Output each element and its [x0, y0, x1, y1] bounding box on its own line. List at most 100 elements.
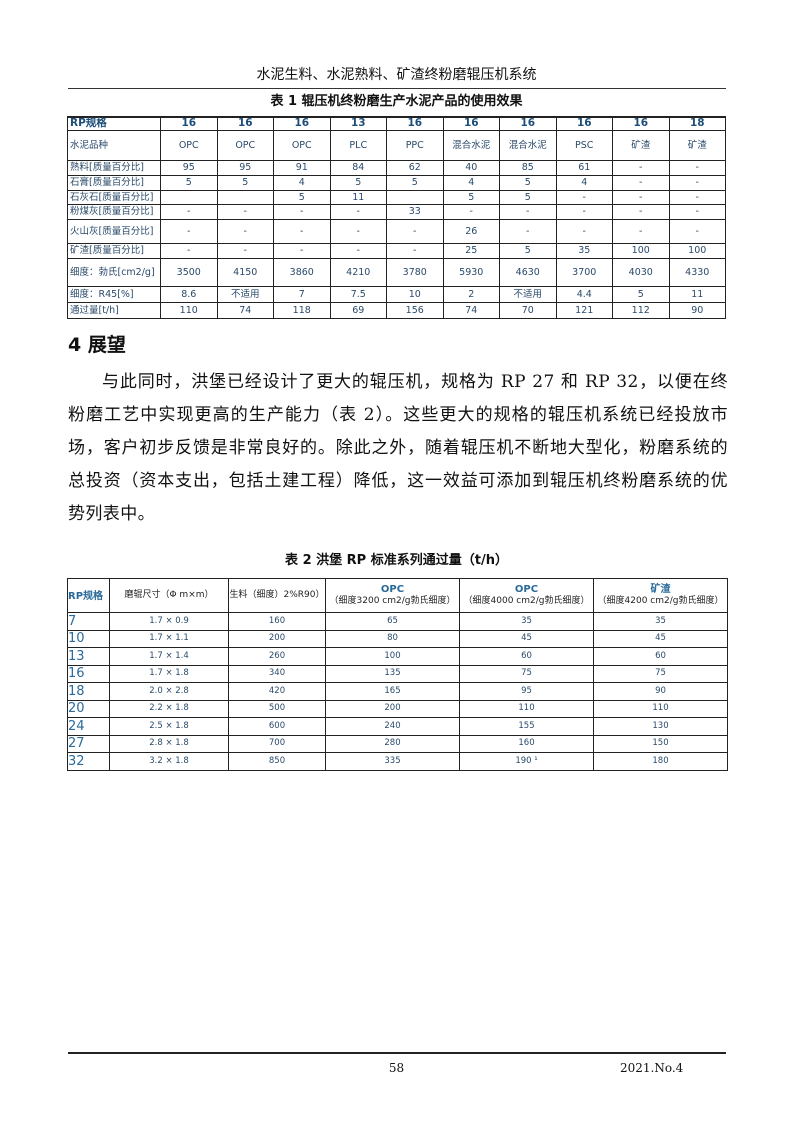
table-cell: 100 — [325, 647, 460, 666]
table-cell: - — [160, 218, 218, 244]
table-cell: - — [216, 218, 274, 244]
table-row: 20 2.2 × 1.8 500 200 110 110 — [67, 699, 728, 718]
table-cell: 4630 — [499, 257, 557, 287]
table-cell: 90 — [668, 301, 726, 319]
table-cell: 160 — [228, 612, 326, 631]
table-cell: 155 — [459, 717, 594, 736]
table-cell: - — [216, 242, 274, 259]
table-cell: 26 — [442, 218, 500, 244]
table-cell: 4030 — [612, 257, 670, 287]
table-cell: 700 — [228, 734, 326, 753]
table-cell: 45 — [593, 629, 728, 648]
table-cell: 2.0 × 2.8 — [109, 682, 229, 701]
table-row: 细度：勃氏[cm2/g] 3500 4150 3860 4210 3780 5930 4630… — [67, 257, 726, 287]
header-cell: OPC （细度4000 cm2/g勃氏细度） — [459, 578, 594, 613]
table-cell: 200 — [228, 629, 326, 648]
table-row: 火山灰[质量百分比] - - - - -26- - - - — [67, 218, 726, 244]
table-row: 矿渣[质量百分比] - - - - -25 5 35 100 100 — [67, 242, 726, 259]
table2-caption: 表 2 洪堡 RP 标准系列通过量（t/h） — [285, 553, 508, 568]
table-cell: 74 — [442, 301, 500, 319]
table-row: 10 1.7 × 1.1 200 80 45 45 — [67, 629, 728, 648]
table-cell: 5930 — [442, 257, 500, 287]
table-cell: 13 — [67, 647, 110, 666]
table-row: 24 2.5 × 1.8 600 240 155 130 — [67, 717, 728, 736]
table-cell: - — [273, 203, 331, 220]
table-cell: PLC — [329, 129, 387, 161]
table-cell: 110 — [459, 699, 594, 718]
table-cell: 石膏[质量百分比] — [67, 174, 161, 191]
table-cell: 40 — [442, 159, 500, 176]
header-title: 矿渣 — [650, 584, 671, 595]
table-cell: 7 — [273, 285, 331, 303]
table-cell: 16 — [160, 116, 218, 131]
header-subtitle: （细度3200 cm2/g勃氏细度） — [329, 596, 456, 606]
table-cell: 27 — [67, 734, 110, 753]
table-cell: 60 — [459, 647, 594, 666]
table-cell: - — [555, 203, 613, 220]
header-divider — [68, 88, 726, 89]
table-cell: - — [329, 242, 387, 259]
table-cell: 130 — [593, 717, 728, 736]
table-cell: 5 — [329, 174, 387, 191]
table-cell: 细度：R45[%] — [67, 285, 161, 303]
header-cell: RP规格 — [67, 578, 110, 613]
table-cell: 10 — [67, 629, 110, 648]
table-cell: 84 — [329, 159, 387, 176]
table-cell: 100 — [612, 242, 670, 259]
table-cell: 95 — [160, 159, 218, 176]
table-cell: 65 — [325, 612, 460, 631]
table-cell: 石灰石[质量百分比] — [67, 189, 161, 205]
table-cell: 16 — [216, 116, 274, 131]
table-cell: 矿渣 — [612, 129, 670, 161]
header-cell: 矿渣 （细度4200 cm2/g勃氏细度） — [593, 578, 728, 613]
table-cell: 1.7 × 1.4 — [109, 647, 229, 666]
table-cell: - — [612, 174, 670, 191]
table-cell: 3500 — [160, 257, 218, 287]
body-paragraph: 与此同时，洪堡已经设计了更大的辊压机，规格为 RP 27 和 RP 32，以便在… — [68, 372, 728, 524]
table-cell: - — [386, 242, 444, 259]
table-cell: - — [273, 218, 331, 244]
header-subtitle: 磨辊尺寸（Φ m×m） — [124, 590, 214, 600]
table-row: 细度：R45[%] 8.6 不适用 7 7.5 10 2 不适用 4.4 5 11 — [67, 285, 726, 303]
table-cell: - — [499, 218, 557, 244]
table-cell: 95 — [459, 682, 594, 701]
table-cell: 2.8 × 1.8 — [109, 734, 229, 753]
table-cell: 5 — [216, 174, 274, 191]
table-cell — [216, 189, 274, 205]
table-cell: 火山灰[质量百分比] — [67, 218, 161, 244]
table-cell: - — [216, 203, 274, 220]
table-cell: 4 — [442, 174, 500, 191]
table-cell: 20 — [67, 699, 110, 718]
table-cell: 32 — [67, 752, 110, 771]
table-cell: 200 — [325, 699, 460, 718]
table-cell: 90 — [593, 682, 728, 701]
table-cell: 60 — [593, 647, 728, 666]
table-cell: - — [668, 203, 726, 220]
table-cell: 通过量[t/h] — [67, 301, 161, 319]
table-row: 水泥品种 OPC OPC OPC PLC PPC 混合水泥 混合水泥 PSC 矿渣 矿渣 — [67, 129, 726, 161]
table-cell: 熟料[质量百分比] — [67, 159, 161, 176]
table-cell — [386, 189, 444, 205]
table-cell: 10 — [386, 285, 444, 303]
table-cell: 1.7 × 0.9 — [109, 612, 229, 631]
table-cell: - — [329, 203, 387, 220]
table-cell: 280 — [325, 734, 460, 753]
table-cell: PPC — [386, 129, 444, 161]
table-cell: 4150 — [216, 257, 274, 287]
table-row: 熟料[质量百分比] 95 95 91 84 62 40 85 61- - — [67, 159, 726, 176]
header-title: RP规格 — [68, 590, 104, 602]
table-cell: 不适用 — [216, 285, 274, 303]
table-cell: - — [668, 174, 726, 191]
table-cell: 13 — [329, 116, 387, 131]
table1-caption: 表 1 辊压机终粉磨生产水泥产品的使用效果 — [270, 94, 523, 109]
table-row: 粉煤灰[质量百分比] - - - -33- - - - - — [67, 203, 726, 220]
header-subtitle: （细度4200 cm2/g勃氏细度） — [597, 596, 724, 606]
table-cell: 4210 — [329, 257, 387, 287]
table-cell: 16 — [612, 116, 670, 131]
table-cell: 35 — [555, 242, 613, 259]
table-cell: 74 — [216, 301, 274, 319]
table-cell: 3780 — [386, 257, 444, 287]
table-cell: OPC — [273, 129, 331, 161]
table-cell: - — [160, 203, 218, 220]
table-cell: OPC — [160, 129, 218, 161]
